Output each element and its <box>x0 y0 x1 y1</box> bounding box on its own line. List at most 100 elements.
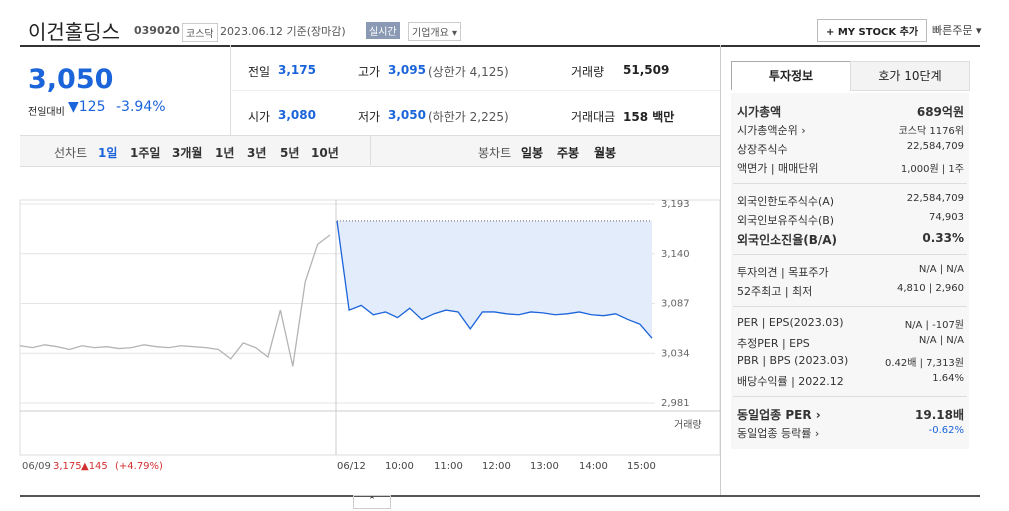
info-value: N/A | -107원 <box>904 320 964 331</box>
date: 2023.06.12 기준(장마감) <box>220 25 346 38</box>
info-label: 투자의견 | 목표주가 <box>737 266 829 279</box>
tab[interactable]: 월봉 <box>594 146 617 160</box>
area <box>337 220 652 339</box>
tab-sep <box>370 135 371 165</box>
line <box>230 90 720 91</box>
info-label: 추정PER | EPS <box>737 337 810 350</box>
quote-label: 거래량 <box>571 65 605 79</box>
x-label: 06/09 <box>22 461 51 472</box>
quote-value: 51,509 <box>623 63 670 77</box>
tab[interactable]: 3년 <box>247 146 267 160</box>
info-label: 시가총액순위 › <box>737 124 806 137</box>
info-value: 4,810 | 2,960 <box>897 283 964 294</box>
x-label: 06/12 <box>337 461 366 472</box>
info-value: 22,584,709 <box>906 141 964 152</box>
info-label: 동일업종 등락률 › <box>737 427 820 440</box>
info-label: 외국인소진율(B/A) <box>737 233 838 247</box>
x-label: 14:00 <box>579 461 608 472</box>
quote-label: 거래대금 <box>571 110 616 124</box>
panel-bg <box>731 93 969 449</box>
expand[interactable]: ⌃ <box>353 495 391 509</box>
info-label: 외국인한도주식수(A) <box>737 195 835 208</box>
overview[interactable]: 기업개요 ▾ <box>408 22 461 41</box>
mystock[interactable]: + MY STOCK 추가 <box>817 19 928 42</box>
info-label: 외국인보유주식수(B) <box>737 214 835 227</box>
divider <box>20 45 980 47</box>
y-tick-label: 2,981 <box>661 398 690 409</box>
info-value: 689억원 <box>916 105 964 119</box>
sep <box>733 254 967 255</box>
sep <box>733 306 967 307</box>
info-label: 동일업종 PER › <box>737 408 821 422</box>
y-tick-label: 3,034 <box>661 348 690 359</box>
code: 039020 <box>134 24 180 37</box>
quote-value: 158 백만 <box>623 110 675 124</box>
x-label: 10:00 <box>385 461 414 472</box>
tab-label: 봉차트 <box>478 146 512 160</box>
title: 이건홀딩스 <box>28 20 120 44</box>
realtime[interactable]: 실시간 <box>366 22 400 39</box>
info-label: 시가총액 <box>737 105 782 119</box>
info-value: 74,903 <box>929 212 964 223</box>
y-tick-label: 3,140 <box>661 249 690 260</box>
quick-order[interactable]: 빠른주문 ▾ <box>932 24 982 37</box>
sep <box>733 396 967 397</box>
info-value: -0.62% <box>928 425 964 436</box>
change-pct: -3.94% <box>116 99 166 115</box>
quote-label: 고가 <box>358 65 381 79</box>
info-value: 22,584,709 <box>906 193 964 204</box>
info-value: 코스닥 1176위 <box>898 126 964 137</box>
bottom-line <box>20 495 980 497</box>
price: 3,050 <box>28 64 114 95</box>
quote-label: 전일 <box>248 65 271 79</box>
sep <box>733 183 967 184</box>
info-value: 0.33% <box>922 231 964 245</box>
info-value: 0.42배 | 7,313원 <box>884 358 964 369</box>
prev-info: 3,175 <box>53 461 82 472</box>
quote-value: 3,050 <box>388 108 426 122</box>
x-label: 15:00 <box>627 461 656 472</box>
info-label: 상장주식수 <box>737 143 788 156</box>
tab[interactable]: 5년 <box>280 146 300 160</box>
info-label: 액면가 | 매매단위 <box>737 162 819 175</box>
tab[interactable]: 일봉 <box>521 146 544 160</box>
info-value: 1.64% <box>932 373 964 384</box>
chart: 2,981 3,034 3,087 3,140 3,193 거래량 06/09 3,175 ▲1… <box>19 199 720 472</box>
info-label: PER | EPS(2023.03) <box>737 316 844 329</box>
x-label: 12:00 <box>482 461 511 472</box>
market: 코스닥 <box>182 23 218 42</box>
panel-sep <box>720 45 721 495</box>
tab[interactable]: 1년 <box>215 146 235 160</box>
tab[interactable]: 3개월 <box>172 146 203 160</box>
y-tick-label: 3,087 <box>661 299 690 310</box>
prev-info: ▲145 <box>81 461 108 472</box>
quote-value: 3,175 <box>278 63 316 77</box>
quote-note: (하한가 2,225) <box>428 110 509 124</box>
tab[interactable]: 1주일 <box>130 146 161 160</box>
tab[interactable]: 투자정보 <box>731 61 851 90</box>
tab[interactable]: 주봉 <box>557 146 580 160</box>
tab[interactable]: 10년 <box>311 146 339 160</box>
info-value: N/A | N/A <box>918 335 964 346</box>
tab[interactable]: 1일 <box>98 146 118 160</box>
tab[interactable]: 호가 10단계 <box>850 61 970 91</box>
tab-label: 선차트 <box>54 146 88 160</box>
x-label: 13:00 <box>530 461 559 472</box>
info-label: 배당수익률 | 2022.12 <box>737 375 844 388</box>
y-tick-label: 3,193 <box>661 199 690 210</box>
info-label: 52주최고 | 최저 <box>737 285 813 298</box>
prev-info: (+4.79%) <box>115 461 163 472</box>
info-value: 1,000원 | 1주 <box>900 164 964 175</box>
volume-label: 거래량 <box>674 419 702 431</box>
price-line <box>19 234 331 367</box>
change: ▼125 <box>68 99 106 115</box>
info-value: 19.18배 <box>915 408 964 422</box>
quote-label: 저가 <box>358 110 381 124</box>
quote-label: 시가 <box>248 110 271 124</box>
price-line <box>336 220 653 339</box>
info-label: PBR | BPS (2023.03) <box>737 354 849 367</box>
change-label: 전일대비 <box>28 107 65 118</box>
plot-frame <box>19 199 720 456</box>
quote-value: 3,095 <box>388 63 426 77</box>
